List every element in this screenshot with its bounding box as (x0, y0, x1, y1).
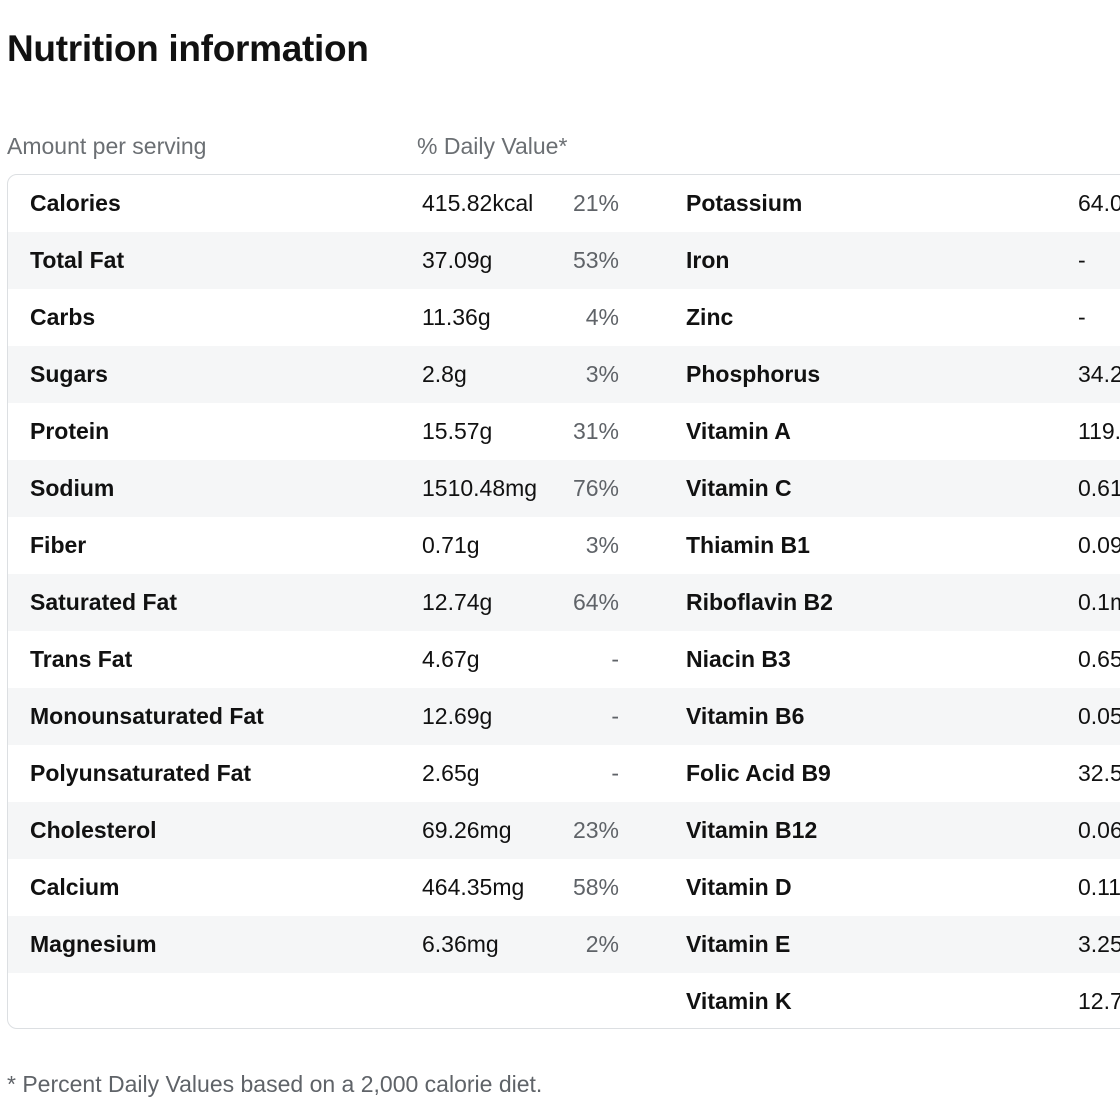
nutrient-label: Total Fat (30, 247, 125, 273)
nutrient-value: 11.36g (422, 304, 491, 330)
nutrient-label: Polyunsaturated Fat (30, 760, 252, 786)
nutrient-value: 34.2 (1078, 361, 1120, 387)
nutrient-label: Calories (30, 190, 121, 216)
nutrient-value: 0.1m (1078, 589, 1120, 615)
nutrient-label: Magnesium (30, 931, 157, 957)
daily-value-percent: 21% (572, 190, 619, 216)
nutrient-label: Phosphorus (686, 361, 821, 387)
table-row: Calories 415.82kcal 21% Potassium 64.0 (8, 175, 1120, 232)
nutrient-value: 464.35mg (422, 874, 525, 900)
daily-value-percent: - (611, 760, 619, 786)
nutrient-label: Carbs (30, 304, 96, 330)
daily-value-percent: - (611, 703, 619, 729)
daily-value-percent: 4% (585, 304, 619, 330)
nutrient-label: Folic Acid B9 (686, 760, 831, 786)
table-row: Carbs 11.36g 4% Zinc - (8, 289, 1120, 346)
nutrient-label: Cholesterol (30, 817, 157, 843)
table-row: Magnesium 6.36mg 2% Vitamin E 3.25 (8, 916, 1120, 973)
nutrient-label: Vitamin B6 (686, 703, 805, 729)
nutrient-value: 0.11 (1078, 874, 1120, 900)
daily-value-percent: - (611, 646, 619, 672)
nutrient-label: Sodium (30, 475, 115, 501)
nutrient-value: 0.09 (1078, 532, 1120, 558)
daily-value-percent: 64% (572, 589, 619, 615)
nutrient-value: 0.65 (1078, 646, 1120, 672)
nutrient-value: 0.61 (1078, 475, 1120, 501)
nutrient-value: 37.09g (422, 247, 493, 273)
nutrient-label: Fiber (30, 532, 87, 558)
daily-value-percent: 31% (572, 418, 619, 444)
nutrient-value: 12.7 (1078, 988, 1120, 1014)
nutrient-label: Calcium (30, 874, 120, 900)
nutrient-label: Thiamin B1 (686, 532, 810, 558)
nutrient-value: 12.74g (422, 589, 493, 615)
nutrient-value: 64.0 (1078, 190, 1120, 216)
table-row: Sugars 2.8g 3% Phosphorus 34.2 (8, 346, 1120, 403)
nutrient-value: - (1078, 304, 1086, 330)
nutrient-value: 2.65g (422, 760, 480, 786)
nutrient-label: Niacin B3 (686, 646, 791, 672)
nutrient-label: Riboflavin B2 (686, 589, 833, 615)
nutrient-label: Protein (30, 418, 110, 444)
daily-value-percent: 76% (572, 475, 619, 501)
nutrient-label: Vitamin K (686, 988, 792, 1014)
table-row: Monounsaturated Fat 12.69g - Vitamin B6 0.05 (8, 688, 1120, 745)
daily-value-percent: 23% (572, 817, 619, 843)
table-row: Polyunsaturated Fat 2.65g - Folic Acid B9 32… (8, 745, 1120, 802)
nutrient-value: - (1078, 247, 1086, 273)
table-row: Cholesterol 69.26mg 23% Vitamin B12 0.06 (8, 802, 1120, 859)
amount-header: Amount per serving (7, 133, 207, 159)
nutrient-value: 4.67g (422, 646, 480, 672)
nutrient-label: Zinc (686, 304, 734, 330)
nutrient-value: 3.25 (1078, 931, 1120, 957)
daily-value-percent: 3% (585, 532, 619, 558)
nutrient-label: Trans Fat (30, 646, 133, 672)
table-row: Saturated Fat 12.74g 64% Riboflavin B2 0.1m (8, 574, 1120, 631)
nutrient-label: Saturated Fat (30, 589, 177, 615)
table-row: Protein 15.57g 31% Vitamin A 119. (8, 403, 1120, 460)
daily-value-header: % Daily Value* (417, 133, 568, 159)
nutrient-value: 69.26mg (422, 817, 512, 843)
table-row: Vitamin K 12.7 (8, 973, 1120, 1028)
nutrient-label: Iron (686, 247, 730, 273)
nutrient-label: Vitamin A (686, 418, 791, 444)
nutrient-label: Vitamin D (686, 874, 792, 900)
nutrient-value: 6.36mg (422, 931, 499, 957)
daily-value-percent: 53% (572, 247, 619, 273)
table-row: Trans Fat 4.67g - Niacin B3 0.65 (8, 631, 1120, 688)
nutrient-label: Vitamin E (686, 931, 791, 957)
nutrient-value: 1510.48mg (422, 475, 538, 501)
nutrient-label: Monounsaturated Fat (30, 703, 264, 729)
nutrition-table: Calories 415.82kcal 21% Potassium 64.0 Total … (7, 174, 1120, 1029)
nutrient-value: 415.82kcal (422, 190, 534, 216)
nutrient-value: 119. (1078, 418, 1120, 444)
footnote: * Percent Daily Values based on a 2,000 … (7, 1071, 543, 1097)
daily-value-percent: 58% (572, 874, 619, 900)
table-row: Calcium 464.35mg 58% Vitamin D 0.11 (8, 859, 1120, 916)
nutrient-label: Sugars (30, 361, 108, 387)
daily-value-percent: 3% (585, 361, 619, 387)
nutrient-value: 2.8g (422, 361, 467, 387)
nutrient-value: 15.57g (422, 418, 493, 444)
nutrient-value: 32.5 (1078, 760, 1120, 786)
nutrient-label: Vitamin B12 (686, 817, 818, 843)
nutrient-value: 0.05 (1078, 703, 1120, 729)
nutrient-label: Potassium (686, 190, 803, 216)
nutrient-label: Vitamin C (686, 475, 792, 501)
nutrient-value: 12.69g (422, 703, 493, 729)
page-title: Nutrition information (7, 28, 369, 69)
table-row: Total Fat 37.09g 53% Iron - (8, 232, 1120, 289)
table-row: Fiber 0.71g 3% Thiamin B1 0.09 (8, 517, 1120, 574)
nutrient-value: 0.06 (1078, 817, 1120, 843)
table-row: Sodium 1510.48mg 76% Vitamin C 0.61 (8, 460, 1120, 517)
daily-value-percent: 2% (585, 931, 619, 957)
nutrient-value: 0.71g (422, 532, 480, 558)
